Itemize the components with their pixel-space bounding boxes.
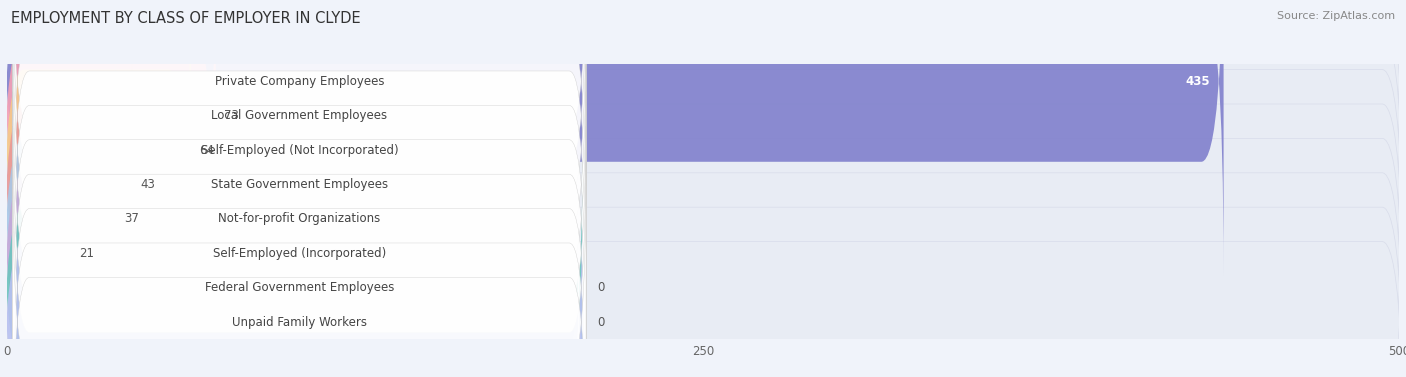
FancyBboxPatch shape bbox=[1, 0, 191, 345]
FancyBboxPatch shape bbox=[13, 161, 586, 377]
FancyBboxPatch shape bbox=[1, 93, 583, 377]
FancyBboxPatch shape bbox=[1, 58, 1405, 377]
FancyBboxPatch shape bbox=[13, 0, 586, 312]
FancyBboxPatch shape bbox=[1, 0, 132, 377]
Text: Private Company Employees: Private Company Employees bbox=[215, 75, 384, 88]
Text: 435: 435 bbox=[1185, 75, 1209, 88]
Text: State Government Employees: State Government Employees bbox=[211, 178, 388, 191]
FancyBboxPatch shape bbox=[13, 126, 586, 377]
FancyBboxPatch shape bbox=[1, 93, 1405, 377]
FancyBboxPatch shape bbox=[1, 0, 1405, 345]
Text: 0: 0 bbox=[598, 316, 605, 329]
Text: 73: 73 bbox=[224, 109, 239, 122]
FancyBboxPatch shape bbox=[13, 0, 586, 277]
FancyBboxPatch shape bbox=[13, 23, 586, 346]
Text: 43: 43 bbox=[141, 178, 156, 191]
FancyBboxPatch shape bbox=[1, 0, 217, 310]
FancyBboxPatch shape bbox=[1, 24, 1405, 377]
Text: Source: ZipAtlas.com: Source: ZipAtlas.com bbox=[1277, 11, 1395, 21]
Text: 37: 37 bbox=[124, 212, 139, 225]
FancyBboxPatch shape bbox=[1, 24, 115, 377]
Text: EMPLOYMENT BY CLASS OF EMPLOYER IN CLYDE: EMPLOYMENT BY CLASS OF EMPLOYER IN CLYDE bbox=[11, 11, 361, 26]
Text: Self-Employed (Not Incorporated): Self-Employed (Not Incorporated) bbox=[201, 144, 398, 156]
FancyBboxPatch shape bbox=[1, 58, 72, 377]
FancyBboxPatch shape bbox=[1, 0, 1405, 276]
Text: 21: 21 bbox=[79, 247, 94, 260]
FancyBboxPatch shape bbox=[1, 127, 1405, 377]
Text: Federal Government Employees: Federal Government Employees bbox=[205, 281, 394, 294]
Text: 0: 0 bbox=[598, 281, 605, 294]
FancyBboxPatch shape bbox=[13, 92, 586, 377]
FancyBboxPatch shape bbox=[13, 0, 586, 243]
FancyBboxPatch shape bbox=[1, 127, 583, 377]
Text: Not-for-profit Organizations: Not-for-profit Organizations bbox=[218, 212, 381, 225]
FancyBboxPatch shape bbox=[1, 0, 1405, 310]
Text: Local Government Employees: Local Government Employees bbox=[211, 109, 388, 122]
Text: Unpaid Family Workers: Unpaid Family Workers bbox=[232, 316, 367, 329]
Text: 64: 64 bbox=[200, 144, 214, 156]
Text: Self-Employed (Incorporated): Self-Employed (Incorporated) bbox=[212, 247, 387, 260]
FancyBboxPatch shape bbox=[13, 57, 586, 377]
FancyBboxPatch shape bbox=[1, 0, 1223, 276]
